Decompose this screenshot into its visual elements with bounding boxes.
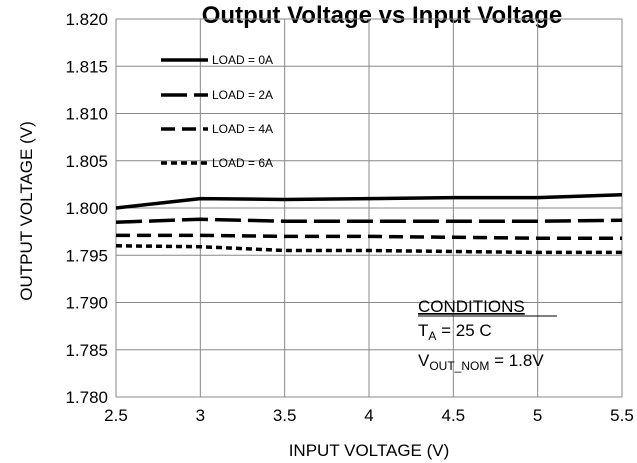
x-tick-label: 4 xyxy=(364,406,373,425)
series-line-2 xyxy=(116,233,622,240)
series-lines xyxy=(115,193,623,255)
conditions-vout: VOUT_NOM = 1.8V xyxy=(418,351,544,373)
x-tick-label: 3 xyxy=(196,406,205,425)
grid xyxy=(115,18,623,398)
ta-value: = 25 C xyxy=(436,321,491,340)
ta-main: T xyxy=(418,321,428,340)
y-tick-labels: 1.780 1.785 1.790 1.795 1.800 1.805 1.810 1.815… xyxy=(65,10,108,407)
legend-label-0: LOAD = 0A xyxy=(212,53,273,67)
vout-value: = 1.8V xyxy=(489,351,544,370)
vout-main: V xyxy=(418,351,430,370)
y-tick-label: 1.785 xyxy=(65,341,108,360)
y-tick-label: 1.795 xyxy=(65,246,108,265)
y-tick-label: 1.815 xyxy=(65,57,108,76)
y-tick-label: 1.805 xyxy=(65,152,108,171)
y-tick-label: 1.800 xyxy=(65,199,108,218)
legend: LOAD = 0A LOAD = 2A LOAD = 4A LOAD = 6A xyxy=(161,53,273,170)
x-tick-label: 5.5 xyxy=(610,406,634,425)
series-line-1 xyxy=(115,217,623,224)
y-axis-label: OUTPUT VOLTAGE (V) xyxy=(17,121,36,300)
legend-label-2: LOAD = 4A xyxy=(212,122,273,136)
x-tick-label: 2.5 xyxy=(104,406,128,425)
legend-label-1: LOAD = 2A xyxy=(212,88,273,102)
x-tick-label: 3.5 xyxy=(273,406,297,425)
y-tick-label: 1.780 xyxy=(65,388,108,407)
vout-sub: OUT_NOM xyxy=(429,359,489,373)
conditions-box: CONDITIONS TA = 25 C VOUT_NOM = 1.8V xyxy=(418,297,557,373)
x-tick-label: 5 xyxy=(533,406,542,425)
y-tick-label: 1.810 xyxy=(65,105,108,124)
series-line-3 xyxy=(115,244,622,255)
x-tick-labels: 2.5 3 3.5 4 4.5 5 5.5 xyxy=(104,406,634,425)
conditions-heading: CONDITIONS xyxy=(418,297,525,316)
series-line-0 xyxy=(115,193,623,210)
legend-label-3: LOAD = 6A xyxy=(212,156,273,170)
x-tick-label: 4.5 xyxy=(442,406,466,425)
ta-sub: A xyxy=(428,329,436,343)
y-tick-label: 1.790 xyxy=(65,294,108,313)
y-tick-label: 1.820 xyxy=(65,10,108,29)
x-axis-label: INPUT VOLTAGE (V) xyxy=(289,441,450,460)
conditions-ta: TA = 25 C xyxy=(418,321,492,343)
chart-title: Output Voltage vs Input Voltage xyxy=(202,2,562,29)
